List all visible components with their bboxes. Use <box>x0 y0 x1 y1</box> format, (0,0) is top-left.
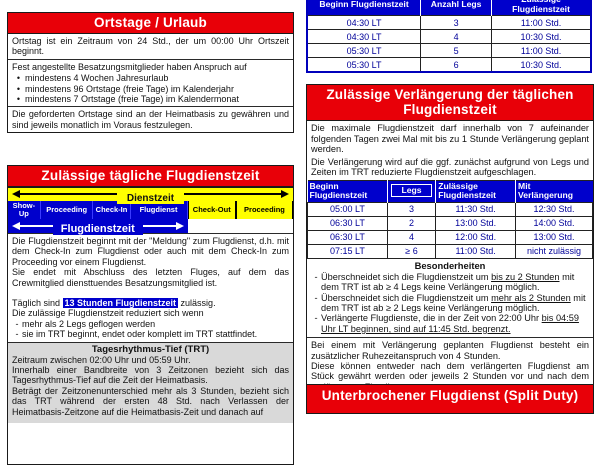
table-row: 06:30 LT 2 13:00 Std. 14:00 Std. <box>307 215 593 231</box>
table-row: 04:30 LT 4 10:30 Std. <box>306 29 592 45</box>
dienstzeit-label: Dienstzeit <box>116 193 185 204</box>
bullet-icon: • <box>16 83 21 94</box>
fdz-paragraph-3: Die zulässige Flugdienstzeit reduziert s… <box>12 308 204 319</box>
table-row: 07:15 LT ≥ 6 11:00 Std. nicht zulässig <box>307 243 593 259</box>
dienstzeit-bar: Dienstzeit <box>8 188 293 204</box>
daily-limit-highlight: 13 Stunden Flugdienstzeit <box>62 298 179 309</box>
diagram-cell-showup: Show-Up <box>8 201 41 219</box>
flugdienstzeit-bar: Flugdienstzeit <box>8 219 188 235</box>
arrow-left-icon <box>12 222 20 230</box>
dash-icon: - <box>15 318 19 329</box>
list-item: • mindestens 7 Ortstage (freie Tage) im … <box>12 94 289 104</box>
flugdienstzeit-label: Flugdienstzeit <box>52 223 143 235</box>
ortstage-claims: Fest angestellte Besatzungsmitglieder ha… <box>8 58 293 107</box>
col-header-mit-verlaengerung: Mit Verlängerung <box>515 180 593 203</box>
table-row: 04:30 LT 3 11:00 Std. <box>306 15 592 31</box>
list-item: • mindestens 96 Ortstage (freie Tage) im… <box>12 84 289 94</box>
ortstage-paragraph-2: Fest angestellte Besatzungsmitglieder ha… <box>12 61 247 72</box>
verl-paragraph-3: Bei einem mit Verlängerung geplanten Flu… <box>311 340 589 361</box>
col-header-zulfdz: Zulässige Flugdienstzeit <box>491 0 591 16</box>
arrow-right-icon <box>281 190 289 198</box>
besonderheiten-title: Besonderheiten <box>414 259 486 271</box>
trt-paragraph-2: Innerhalb einer Bandbreite von 3 Zeitzon… <box>12 365 289 386</box>
bullet-icon: • <box>16 94 21 105</box>
verlaengerung-table: Beginn Flugdienstzeit Legs Zulässige Flugd… <box>307 179 593 259</box>
table-header-row: Beginn Flugdienstzeit Anzahl Legs Zuläss… <box>307 0 591 16</box>
section-title-flugdienstzeit: Zulässige tägliche Flugdienstzeit <box>8 166 293 187</box>
list-item: - sie im TRT beginnt, endet oder komplet… <box>12 329 289 339</box>
diagram-cell-proceeding-2: Proceeding <box>235 201 293 219</box>
section-ortstage-urlaub: Ortstage / Urlaub Ortstag ist ein Zeitra… <box>7 12 294 134</box>
list-item: - mehr als 2 Legs geflogen werden <box>12 319 289 329</box>
trt-title: Tagesrhythmus-Tief (TRT) <box>91 343 210 355</box>
section-flugdienstzeit: Zulässige tägliche Flugdienstzeit Dienst… <box>7 165 294 465</box>
diagram-cell-checkout: Check-Out <box>187 201 236 219</box>
verl-paragraph-1: Die maximale Flugdienstzeit darf innerha… <box>311 123 589 154</box>
list-item: - Überschneidet sich die Flugdienstzeit … <box>311 272 589 293</box>
ortstage-paragraph-3: Die geforderten Ortstage sind an der Hei… <box>8 106 293 132</box>
section-title-ortstage: Ortstage / Urlaub <box>8 13 293 34</box>
verl-paragraph-2: Die Verlängerung wird auf die ggf. zunäc… <box>311 156 589 178</box>
table-header-row: Beginn Flugdienstzeit Legs Zulässige Flugd… <box>307 180 593 203</box>
bullet-icon: • <box>16 73 21 84</box>
list-item: • mindestens 4 Wochen Jahresurlaub <box>12 73 289 83</box>
diagram-cell-proceeding: Proceeding <box>40 201 94 219</box>
arrow-right-icon <box>175 222 184 230</box>
dash-icon: - <box>15 329 19 340</box>
dash-icon: - <box>314 292 318 303</box>
table-row: 05:00 LT 3 11:30 Std. 12:30 Std. <box>307 201 593 217</box>
ortstage-bullet-list: • mindestens 4 Wochen Jahresurlaub • min… <box>12 73 289 104</box>
section-verlaengerung: Zulässige Verlängerung der täglichen Flu… <box>306 84 594 397</box>
fdz-limits-table: Beginn Flugdienstzeit Anzahl Legs Zuläss… <box>306 0 592 74</box>
diagram-cell-checkin: Check-In <box>93 201 131 219</box>
list-item: - Überschneidet sich die Flugdienstzeit … <box>311 293 589 314</box>
col-header-beginn: Beginn Flugdienstzeit <box>307 0 421 16</box>
fdz-daily-limit-line: Täglich sind 13 Stunden Flugdienstzeit z… <box>12 298 216 309</box>
arrow-left-icon <box>12 190 20 198</box>
diagram-cell-flugdienst: Flugdienst <box>130 201 188 219</box>
fdz-limits-table-wrap: Beginn Flugdienstzeit Anzahl Legs Zuläss… <box>306 0 592 74</box>
table-row: 05:30 LT 6 10:30 Std. <box>306 57 592 73</box>
trt-subsection: Tagesrhythmus-Tief (TRT) Zeitraum zwisch… <box>8 341 293 424</box>
fdz-paragraph-1a: Die Flugdienstzeit beginnt mit der "Meld… <box>12 236 289 267</box>
ortstage-paragraph-1: Ortstag ist ein Zeitraum von 24 Std., de… <box>12 36 289 57</box>
col-header-legs: Anzahl Legs <box>420 0 492 16</box>
dash-icon: - <box>314 313 318 324</box>
besonderheiten-list: - Überschneidet sich die Flugdienstzeit … <box>307 272 593 337</box>
list-item: - Verlängerte Flugdienste, die in der Ze… <box>311 313 589 334</box>
trt-paragraph-3: Beträgt der Zeitzonenunterschied mehr al… <box>12 385 289 417</box>
fdz-body: Die Flugdienstzeit beginnt mit der "Meld… <box>8 233 293 342</box>
col-header-zulaessige: Zulässige Flugdienstzeit <box>435 180 516 203</box>
dash-icon: - <box>314 271 318 282</box>
table-row: 06:30 LT 4 12:00 Std. 13:00 Std. <box>307 229 593 245</box>
trt-paragraph-1: Zeitraum zwischen 02:00 Uhr und 05:59 Uh… <box>12 354 191 365</box>
section-title-split-duty: Unterbrochener Flugdienst (Split Duty) <box>306 384 594 414</box>
fdz-paragraph-1b: Sie endet mit Abschluss des letzten Flug… <box>12 267 289 288</box>
col-header-legs: Legs <box>386 180 436 203</box>
flugdienstzeit-bar-row: Flugdienstzeit <box>8 219 293 235</box>
section-title-verlaengerung: Zulässige Verlängerung der täglichen Flu… <box>307 85 593 121</box>
diagram-phase-cells: Show-Up Proceeding Check-In Flugdienst C… <box>8 201 293 219</box>
duty-time-diagram: Dienstzeit Show-Up Proceeding Check-In F… <box>8 187 293 235</box>
col-header-beginn: Beginn Flugdienstzeit <box>307 180 388 203</box>
table-row: 05:30 LT 5 11:00 Std. <box>306 43 592 59</box>
